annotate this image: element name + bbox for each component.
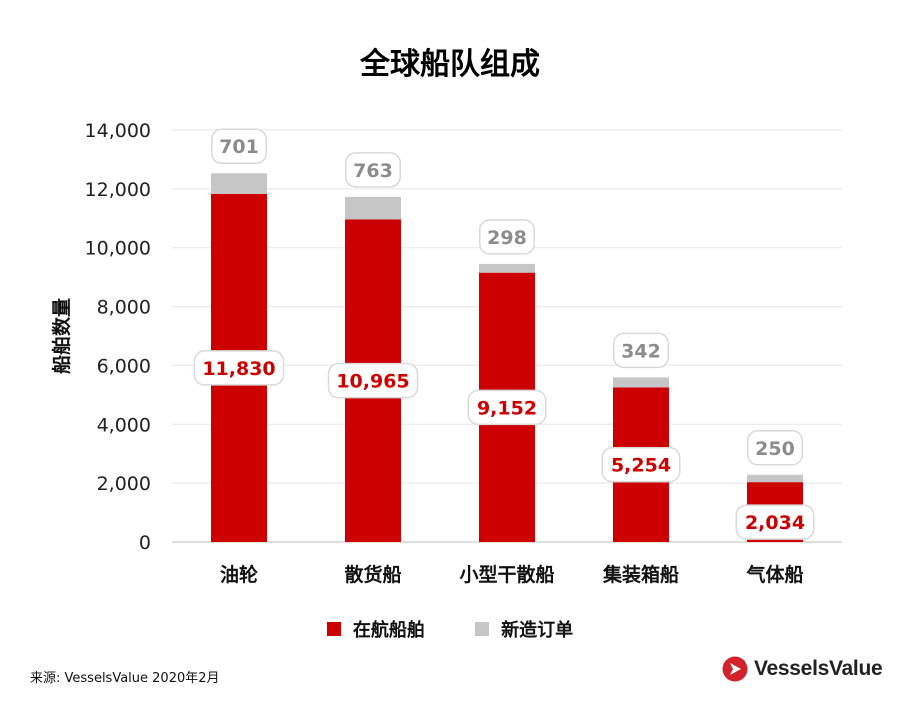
x-category-label: 气体船	[745, 563, 803, 586]
legend-item-orderbook: 新造订单	[475, 616, 573, 642]
legend: 在航船舶 新造订单	[0, 616, 900, 642]
data-label-orderbook: 701	[219, 136, 259, 158]
data-label-active-box	[601, 446, 681, 483]
bar-orderbook	[613, 377, 669, 388]
x-category-label: 集装箱船	[602, 563, 679, 586]
y-tick-label: 0	[139, 532, 151, 554]
y-tick-label: 2,000	[97, 473, 151, 495]
brand-name: VesselsValue	[754, 657, 883, 680]
data-label-orderbook-box	[345, 152, 401, 188]
x-category-label: 小型干散船	[459, 563, 554, 586]
data-label-orderbook-box	[479, 219, 535, 255]
data-label-active: 2,034	[745, 512, 805, 534]
legend-swatch-active	[326, 622, 341, 636]
data-label-orderbook: 298	[487, 227, 527, 249]
y-axis-label: 船舶数量	[50, 298, 73, 374]
data-label-orderbook: 342	[621, 340, 661, 362]
x-axis-categories: 油轮 散货船 小型干散船 集装箱船 气体船	[220, 563, 804, 586]
legend-label-orderbook: 新造订单	[501, 620, 574, 641]
data-label-orderbook-box	[211, 128, 267, 164]
vesselsvalue-logo-icon	[722, 656, 748, 682]
data-label-active-box	[467, 389, 547, 426]
data-labels: 11,830 701 10,965 763 9,152 298 5,254 342 2,034 2…	[193, 128, 815, 540]
data-label-active-box	[327, 362, 419, 399]
bar-orderbook	[211, 173, 267, 194]
legend-item-active: 在航船舶	[326, 616, 425, 642]
data-label-active-box	[735, 504, 815, 540]
bar-orderbook	[479, 263, 535, 273]
source-note: 来源: VesselsValue 2020年2月	[30, 671, 220, 686]
brand-logo: VesselsValue	[722, 656, 883, 682]
chart-title: 全球船队组成	[359, 47, 540, 82]
y-tick-label: 10,000	[85, 238, 151, 260]
legend-label-active: 在航船舶	[352, 620, 425, 641]
data-label-active: 9,152	[477, 397, 537, 419]
y-tick-label: 4,000	[97, 414, 151, 436]
data-label-active: 10,965	[336, 371, 409, 393]
bar-orderbook	[747, 474, 803, 483]
data-label-active: 5,254	[611, 455, 671, 477]
y-tick-label: 14,000	[85, 120, 151, 142]
data-label-orderbook-box	[747, 430, 803, 466]
y-tick-label: 12,000	[85, 179, 151, 201]
y-tick-label: 6,000	[97, 355, 151, 377]
y-tick-label: 8,000	[97, 297, 151, 319]
bar-orderbook	[345, 196, 401, 220]
data-label-active: 11,830	[202, 358, 275, 380]
data-label-active-box	[193, 350, 285, 386]
bars	[211, 173, 803, 543]
y-axis-ticks: 0 2,000 4,000 6,000 8,000 10,000 12,000 14,000	[85, 120, 151, 554]
x-category-label: 油轮	[220, 563, 258, 586]
data-label-orderbook: 250	[755, 438, 795, 460]
legend-swatch-orderbook	[475, 622, 490, 636]
data-label-orderbook: 763	[353, 160, 393, 182]
x-category-label: 散货船	[344, 563, 401, 586]
data-label-orderbook-box	[613, 332, 669, 369]
chart-canvas: 全球船队组成 船舶数量 0 2,000 4,000 6,000 8,000 10,000 1…	[50, 47, 842, 586]
